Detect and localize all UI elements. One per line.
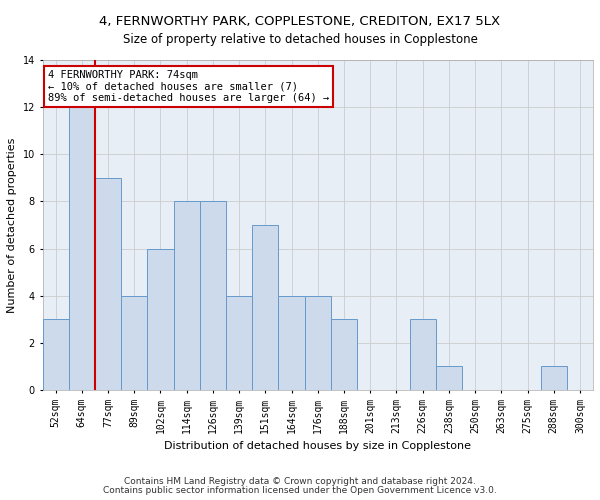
Bar bbox=[95, 178, 121, 390]
Text: 4, FERNWORTHY PARK, COPPLESTONE, CREDITON, EX17 5LX: 4, FERNWORTHY PARK, COPPLESTONE, CREDITO… bbox=[100, 15, 500, 28]
Text: Size of property relative to detached houses in Copplestone: Size of property relative to detached ho… bbox=[122, 32, 478, 46]
Bar bbox=[331, 320, 357, 390]
Bar bbox=[69, 107, 95, 390]
Bar bbox=[436, 366, 462, 390]
Bar bbox=[252, 225, 278, 390]
Y-axis label: Number of detached properties: Number of detached properties bbox=[7, 138, 17, 312]
Bar bbox=[121, 296, 148, 390]
Bar bbox=[200, 202, 226, 390]
X-axis label: Distribution of detached houses by size in Copplestone: Distribution of detached houses by size … bbox=[164, 441, 471, 451]
Bar bbox=[541, 366, 567, 390]
Bar bbox=[278, 296, 305, 390]
Text: 4 FERNWORTHY PARK: 74sqm
← 10% of detached houses are smaller (7)
89% of semi-de: 4 FERNWORTHY PARK: 74sqm ← 10% of detach… bbox=[48, 70, 329, 103]
Bar bbox=[148, 248, 173, 390]
Bar bbox=[43, 320, 69, 390]
Text: Contains public sector information licensed under the Open Government Licence v3: Contains public sector information licen… bbox=[103, 486, 497, 495]
Text: Contains HM Land Registry data © Crown copyright and database right 2024.: Contains HM Land Registry data © Crown c… bbox=[124, 477, 476, 486]
Bar bbox=[305, 296, 331, 390]
Bar bbox=[410, 320, 436, 390]
Bar bbox=[173, 202, 200, 390]
Bar bbox=[226, 296, 252, 390]
